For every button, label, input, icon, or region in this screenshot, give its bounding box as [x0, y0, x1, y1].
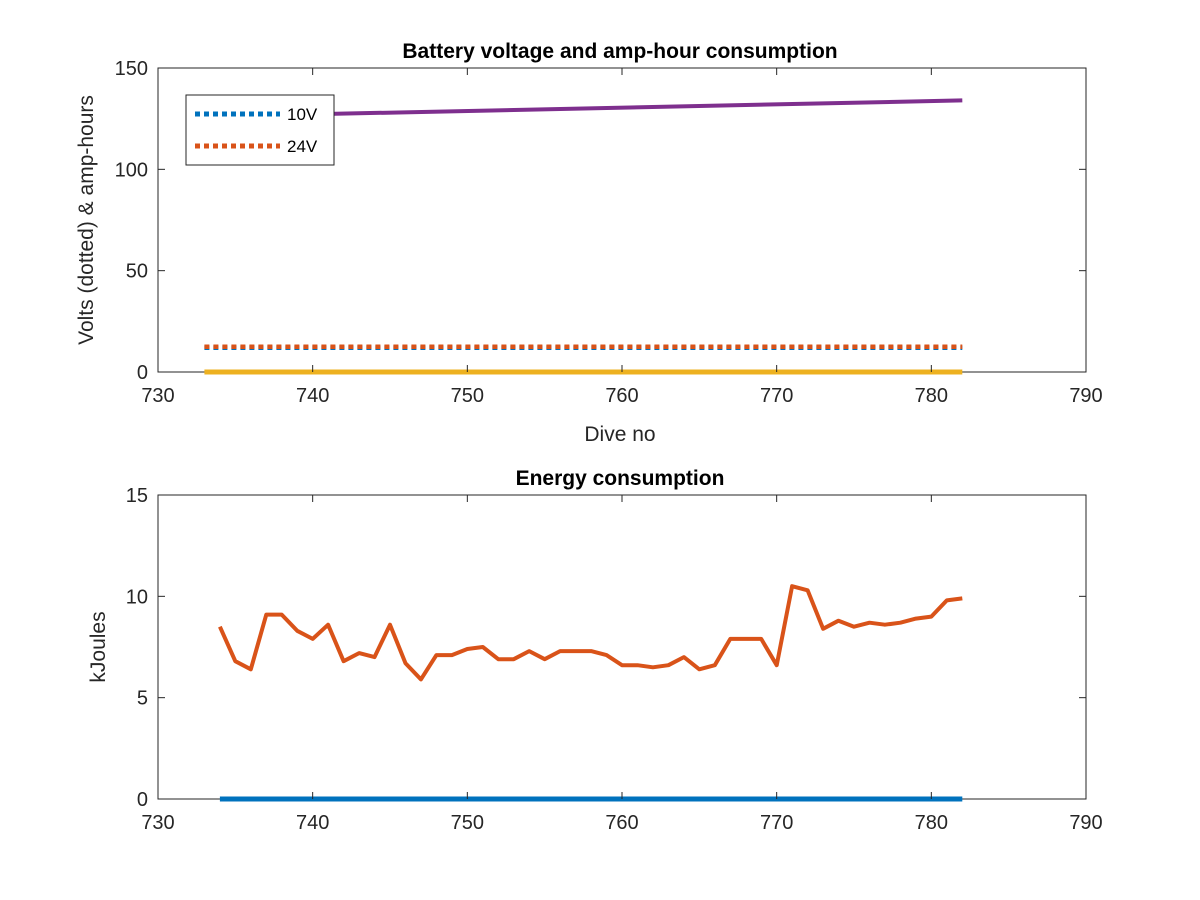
energy-series-layer — [218, 584, 963, 802]
energy-xtick-label: 770 — [760, 812, 793, 834]
legend-box — [185, 94, 335, 166]
energy-xtick-label: 740 — [296, 812, 329, 834]
voltage-xtick-label: 780 — [915, 385, 948, 407]
energy-chart-title: Energy consumption — [516, 467, 725, 490]
energy-xtick-label: 730 — [141, 812, 174, 834]
energy-tick-layer: 730 740 750 760 770 780 790 0 5 10 15 — [126, 485, 1103, 834]
energy-xtick-label: 760 — [605, 812, 638, 834]
energy-chart: Energy consumption 730 740 750 760 770 780 790… — [87, 467, 1103, 834]
legend-label-24v: 24V — [287, 137, 318, 156]
voltage-series-layer — [204, 98, 963, 375]
voltage-ytick-label: 150 — [115, 58, 148, 80]
legend-label-10v: 10V — [287, 105, 318, 124]
voltage-chart-title: Battery voltage and amp-hour consumption — [402, 40, 837, 63]
energy-ytick-label: 10 — [126, 586, 148, 608]
voltage-xtick-label: 750 — [451, 385, 484, 407]
voltage-xtick-label: 770 — [760, 385, 793, 407]
voltage-ytick-label: 50 — [126, 261, 148, 283]
voltage-xtick-label: 790 — [1069, 385, 1102, 407]
energy-ytick-label: 5 — [137, 688, 148, 710]
legend: 10V 24V — [185, 94, 335, 166]
voltage-xtick-label: 760 — [605, 385, 638, 407]
energy-plot-area — [157, 494, 1087, 800]
energy-chart-ylabel: kJoules — [87, 611, 110, 682]
voltage-chart-xlabel: Dive no — [584, 423, 655, 446]
voltage-xtick-label: 730 — [141, 385, 174, 407]
voltage-ytick-label: 100 — [115, 159, 148, 181]
voltage-ytick-label: 0 — [137, 362, 148, 384]
energy-ytick-label: 15 — [126, 485, 148, 507]
voltage-chart-ylabel: Volts (dotted) & amp-hours — [75, 95, 98, 345]
energy-xtick-label: 780 — [915, 812, 948, 834]
energy-xtick-label: 790 — [1069, 812, 1102, 834]
energy-xtick-label: 750 — [451, 812, 484, 834]
voltage-tick-layer: 730 740 750 760 770 780 790 0 50 100 150 — [115, 58, 1103, 407]
voltage-xtick-label: 740 — [296, 385, 329, 407]
energy-series-line-1 — [218, 584, 963, 682]
voltage-chart: Battery voltage and amp-hour consumption… — [75, 40, 1103, 446]
energy-ytick-label: 0 — [137, 789, 148, 811]
